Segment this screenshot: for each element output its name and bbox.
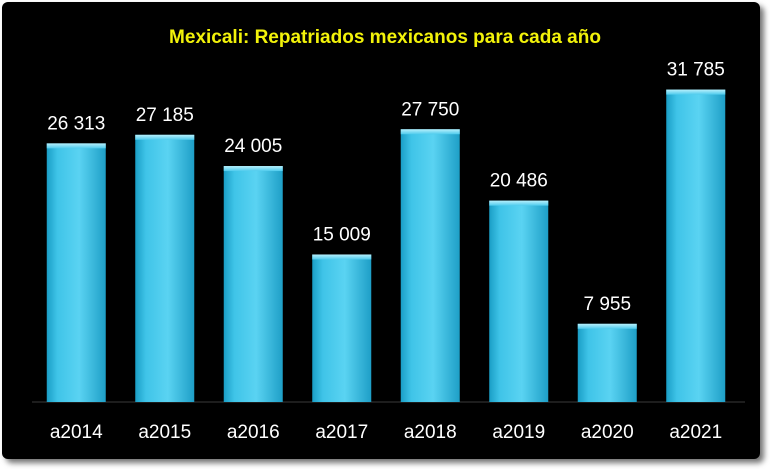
category-label: a2014 — [50, 422, 103, 443]
bar-top-highlight — [666, 89, 726, 95]
bar-a2015 — [135, 134, 195, 402]
bar-a2017 — [312, 254, 372, 402]
bar-top-highlight — [312, 254, 372, 260]
bar-top-highlight — [400, 129, 460, 135]
bar-a2019 — [489, 200, 549, 402]
value-label: 31 785 — [667, 60, 725, 81]
bar-top-highlight — [577, 323, 637, 329]
bar-a2020 — [577, 323, 637, 402]
bar-top-highlight — [223, 166, 283, 172]
category-label: a2017 — [315, 422, 368, 443]
category-label: a2021 — [669, 422, 722, 443]
category-label: a2020 — [581, 422, 634, 443]
value-label: 7 955 — [583, 294, 631, 315]
category-label: a2015 — [138, 422, 191, 443]
bar-top-highlight — [135, 134, 195, 140]
category-label: a2016 — [227, 422, 280, 443]
value-labels-group: 26 313 27 185 24 005 15 009 27 750 20 486 7 95… — [47, 60, 725, 315]
bar-a2016 — [223, 166, 283, 402]
bar-top-highlight — [489, 200, 549, 206]
value-label: 27 185 — [136, 105, 194, 126]
value-label: 26 313 — [47, 113, 105, 134]
value-label: 20 486 — [490, 171, 548, 192]
category-labels-group: a2014 a2015 a2016 a2017 a2018 a2019 a2020 a2021 — [50, 422, 722, 443]
bar-a2018 — [400, 129, 460, 402]
value-label: 27 750 — [401, 99, 459, 120]
bar-top-highlight — [46, 143, 106, 149]
bars-group — [46, 89, 726, 403]
bar-a2014 — [46, 143, 106, 402]
chart-title: Mexicali: Repatriados mexicanos para cad… — [169, 27, 601, 48]
category-label: a2018 — [404, 422, 457, 443]
category-label: a2019 — [492, 422, 545, 443]
bar-a2021 — [666, 89, 726, 403]
value-label: 15 009 — [313, 224, 371, 245]
value-label: 24 005 — [224, 136, 282, 157]
